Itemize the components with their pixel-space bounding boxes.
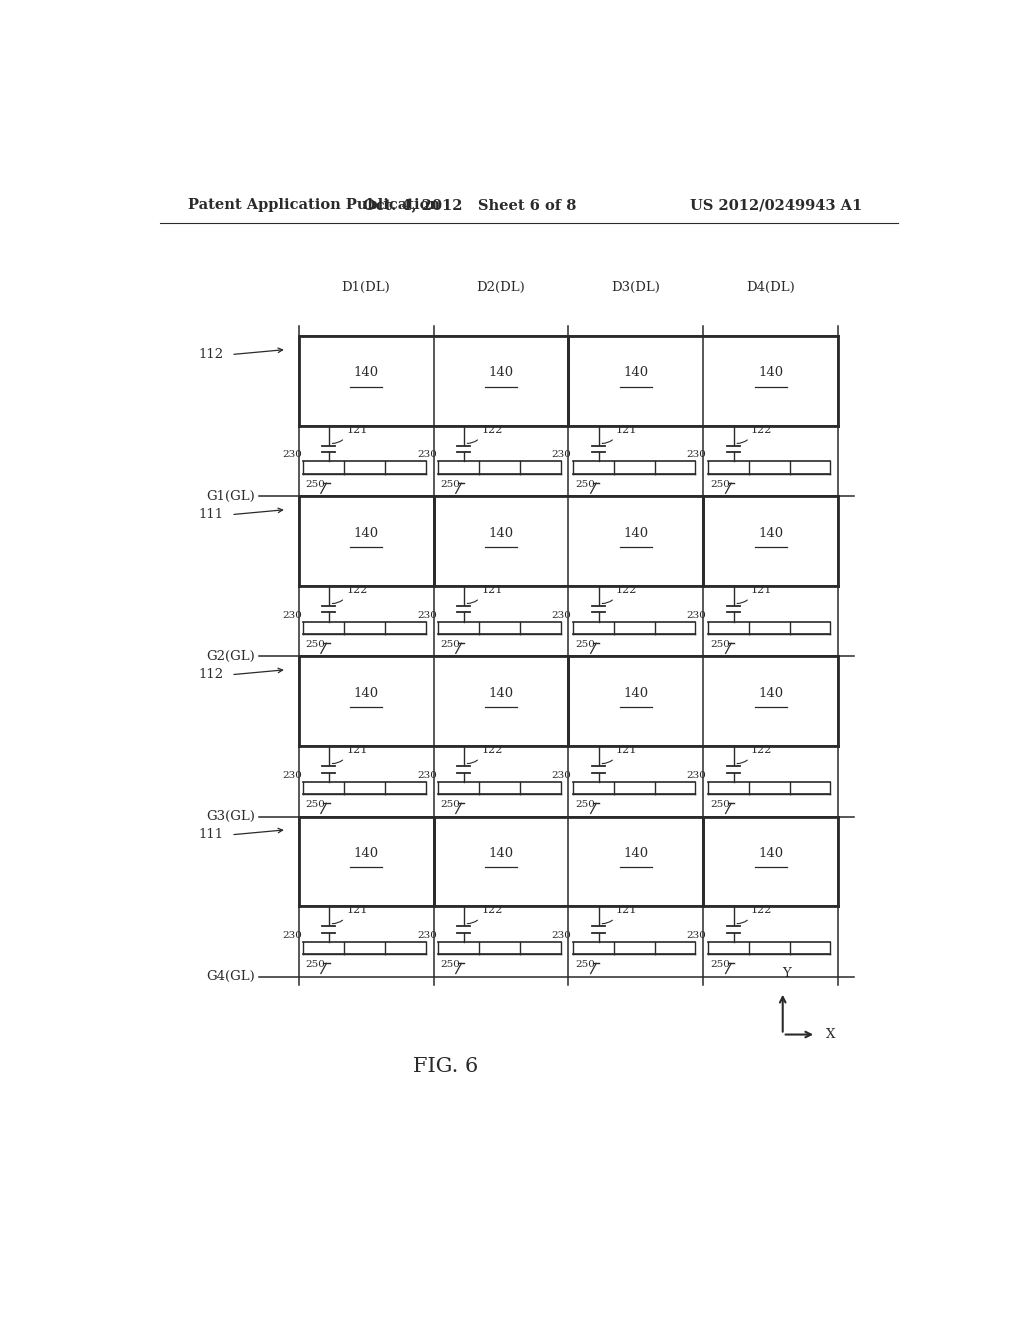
Text: 111: 111 xyxy=(198,829,223,841)
Text: D2(DL): D2(DL) xyxy=(476,281,525,294)
Text: 140: 140 xyxy=(488,527,514,540)
Text: 122: 122 xyxy=(616,585,637,595)
Text: 140: 140 xyxy=(758,846,783,859)
Text: 250: 250 xyxy=(306,800,326,809)
Text: 140: 140 xyxy=(353,686,379,700)
Text: 230: 230 xyxy=(552,611,571,619)
Text: 121: 121 xyxy=(616,746,637,755)
Text: 140: 140 xyxy=(758,527,783,540)
Text: 250: 250 xyxy=(306,480,326,490)
Text: Y: Y xyxy=(782,966,792,979)
Text: 122: 122 xyxy=(481,906,503,915)
Text: X: X xyxy=(825,1028,835,1041)
Text: 112: 112 xyxy=(198,348,223,362)
Text: 250: 250 xyxy=(711,961,730,969)
Text: G1(GL): G1(GL) xyxy=(206,490,255,503)
Text: 230: 230 xyxy=(417,771,436,780)
Text: 121: 121 xyxy=(616,425,637,436)
Text: 140: 140 xyxy=(758,367,783,379)
Text: 140: 140 xyxy=(488,846,514,859)
Text: 111: 111 xyxy=(198,508,223,521)
Text: Oct. 4, 2012   Sheet 6 of 8: Oct. 4, 2012 Sheet 6 of 8 xyxy=(362,198,575,213)
Text: 122: 122 xyxy=(481,425,503,436)
Text: 121: 121 xyxy=(751,585,772,595)
Text: 121: 121 xyxy=(481,585,503,595)
Text: D3(DL): D3(DL) xyxy=(611,281,660,294)
Text: 230: 230 xyxy=(282,450,302,459)
Text: 121: 121 xyxy=(616,906,637,915)
Text: 250: 250 xyxy=(306,961,326,969)
Text: 140: 140 xyxy=(624,367,648,379)
Text: 230: 230 xyxy=(282,931,302,940)
Text: G4(GL): G4(GL) xyxy=(206,970,255,983)
Text: 122: 122 xyxy=(751,425,772,436)
Text: 250: 250 xyxy=(711,800,730,809)
Text: 122: 122 xyxy=(481,746,503,755)
Text: 250: 250 xyxy=(440,961,461,969)
Text: 122: 122 xyxy=(751,746,772,755)
Text: 250: 250 xyxy=(440,800,461,809)
Text: 230: 230 xyxy=(417,931,436,940)
Text: 230: 230 xyxy=(552,931,571,940)
Text: 140: 140 xyxy=(353,527,379,540)
Text: 140: 140 xyxy=(353,367,379,379)
Text: 121: 121 xyxy=(346,425,368,436)
Text: 140: 140 xyxy=(353,846,379,859)
Text: 230: 230 xyxy=(687,611,707,619)
Text: 140: 140 xyxy=(488,686,514,700)
Text: 230: 230 xyxy=(552,771,571,780)
Text: 250: 250 xyxy=(440,480,461,490)
Text: G2(GL): G2(GL) xyxy=(206,649,255,663)
Text: 230: 230 xyxy=(417,611,436,619)
Text: 140: 140 xyxy=(624,527,648,540)
Text: 140: 140 xyxy=(758,686,783,700)
Text: 122: 122 xyxy=(751,906,772,915)
Text: 122: 122 xyxy=(346,585,368,595)
Text: Patent Application Publication: Patent Application Publication xyxy=(187,198,439,213)
Text: 140: 140 xyxy=(624,686,648,700)
Text: FIG. 6: FIG. 6 xyxy=(413,1056,478,1076)
Text: 250: 250 xyxy=(306,640,326,649)
Text: 121: 121 xyxy=(346,746,368,755)
Text: 140: 140 xyxy=(488,367,514,379)
Text: 140: 140 xyxy=(624,846,648,859)
Text: 230: 230 xyxy=(282,611,302,619)
Text: 230: 230 xyxy=(687,771,707,780)
Text: 250: 250 xyxy=(440,640,461,649)
Text: 230: 230 xyxy=(552,450,571,459)
Text: US 2012/0249943 A1: US 2012/0249943 A1 xyxy=(690,198,862,213)
Text: 250: 250 xyxy=(711,480,730,490)
Text: 250: 250 xyxy=(575,480,596,490)
Text: D1(DL): D1(DL) xyxy=(342,281,390,294)
Text: G3(GL): G3(GL) xyxy=(206,810,255,822)
Text: 230: 230 xyxy=(687,931,707,940)
Text: 112: 112 xyxy=(198,668,223,681)
Text: 121: 121 xyxy=(346,906,368,915)
Text: D4(DL): D4(DL) xyxy=(746,281,796,294)
Text: 230: 230 xyxy=(282,771,302,780)
Text: 250: 250 xyxy=(711,640,730,649)
Text: 250: 250 xyxy=(575,640,596,649)
Text: 250: 250 xyxy=(575,800,596,809)
Text: 230: 230 xyxy=(417,450,436,459)
Text: 230: 230 xyxy=(687,450,707,459)
Text: 250: 250 xyxy=(575,961,596,969)
